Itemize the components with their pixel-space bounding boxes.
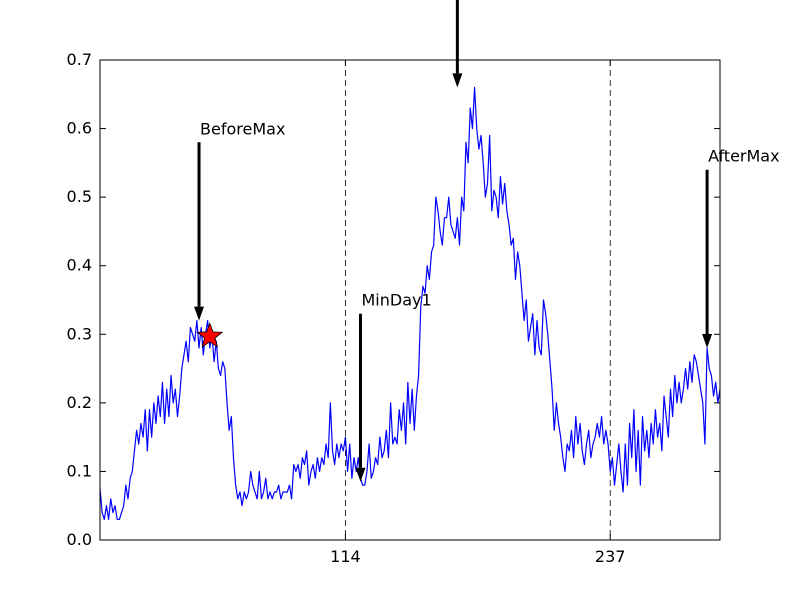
- annotation-arrow-head-2: [452, 73, 463, 88]
- y-tick-label-3: 0.3: [67, 324, 92, 343]
- annotation-label-3: AfterMax: [708, 147, 780, 166]
- y-tick-label-6: 0.6: [67, 119, 92, 138]
- annotation-arrow-head-0: [194, 306, 205, 321]
- annotation-arrow-head-1: [355, 467, 366, 482]
- y-tick-label-4: 0.4: [67, 256, 92, 275]
- y-tick-label-1: 0.1: [67, 461, 92, 480]
- y-tick-label-5: 0.5: [67, 187, 92, 206]
- series-line-0: [99, 86, 721, 521]
- x-tick-label-0: 114: [330, 547, 361, 566]
- y-axis-ticks: 0.0 0.1 0.2 0.3 0.4 0.5 0.6 0.7: [67, 50, 720, 549]
- series-layer: [99, 86, 721, 521]
- annotation-arrow-head-3: [702, 334, 713, 348]
- annotation-label-1: MinDay1: [361, 291, 431, 310]
- x-tick-label-1: 237: [595, 547, 626, 566]
- marker-layer: [196, 322, 224, 348]
- star-marker: [196, 322, 224, 348]
- y-tick-label-0: 0.0: [67, 530, 92, 549]
- annotation-label-0: BeforeMax: [200, 119, 285, 138]
- x-axis-ticks: 114 237: [330, 60, 625, 566]
- vertical-reference-lines: [345, 60, 611, 540]
- annotation-layer: BeforeMax MinDay1 AfterMax: [194, 0, 780, 482]
- y-tick-label-2: 0.2: [67, 393, 92, 412]
- y-tick-label-7: 0.7: [67, 50, 92, 69]
- plot-frame: [99, 59, 721, 541]
